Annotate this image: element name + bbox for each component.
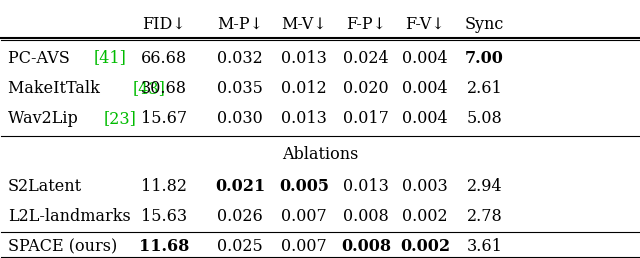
- Text: 5.08: 5.08: [467, 110, 502, 127]
- Text: 0.030: 0.030: [218, 110, 263, 127]
- Text: PC-AVS: PC-AVS: [8, 50, 75, 67]
- Text: [43]: [43]: [132, 80, 165, 97]
- Text: 0.002: 0.002: [403, 208, 448, 225]
- Text: S2Latent: S2Latent: [8, 178, 82, 195]
- Text: M-P↓: M-P↓: [218, 15, 263, 33]
- Text: 0.024: 0.024: [343, 50, 388, 67]
- Text: 7.00: 7.00: [465, 50, 504, 67]
- Text: 2.94: 2.94: [467, 178, 502, 195]
- Text: [23]: [23]: [104, 110, 137, 127]
- Text: SPACE (ours): SPACE (ours): [8, 238, 117, 255]
- Text: 0.004: 0.004: [403, 50, 448, 67]
- Text: F-P↓: F-P↓: [346, 15, 386, 33]
- Text: 30.68: 30.68: [141, 80, 187, 97]
- Text: 0.013: 0.013: [281, 110, 327, 127]
- Text: 0.020: 0.020: [343, 80, 388, 97]
- Text: 0.026: 0.026: [218, 208, 263, 225]
- Text: 0.025: 0.025: [218, 238, 263, 255]
- Text: 0.007: 0.007: [281, 238, 327, 255]
- Text: L2L-landmarks: L2L-landmarks: [8, 208, 131, 225]
- Text: 2.78: 2.78: [467, 208, 502, 225]
- Text: 0.005: 0.005: [279, 178, 329, 195]
- Text: 0.007: 0.007: [281, 208, 327, 225]
- Text: 11.82: 11.82: [141, 178, 187, 195]
- Text: FID↓: FID↓: [142, 15, 186, 33]
- Text: 0.035: 0.035: [218, 80, 263, 97]
- Text: 0.004: 0.004: [403, 80, 448, 97]
- Text: 0.013: 0.013: [281, 50, 327, 67]
- Text: 0.012: 0.012: [281, 80, 327, 97]
- Text: 66.68: 66.68: [141, 50, 187, 67]
- Text: Ablations: Ablations: [282, 147, 358, 163]
- Text: 0.008: 0.008: [343, 208, 388, 225]
- Text: 15.67: 15.67: [141, 110, 187, 127]
- Text: 0.013: 0.013: [343, 178, 389, 195]
- Text: 3.61: 3.61: [467, 238, 502, 255]
- Text: 0.003: 0.003: [403, 178, 448, 195]
- Text: Sync: Sync: [465, 15, 504, 33]
- Text: 0.004: 0.004: [403, 110, 448, 127]
- Text: F-V↓: F-V↓: [405, 15, 445, 33]
- Text: 0.008: 0.008: [341, 238, 391, 255]
- Text: M-V↓: M-V↓: [281, 15, 327, 33]
- Text: 0.032: 0.032: [218, 50, 263, 67]
- Text: 0.002: 0.002: [400, 238, 450, 255]
- Text: 15.63: 15.63: [141, 208, 187, 225]
- Text: 11.68: 11.68: [139, 238, 189, 255]
- Text: Wav2Lip: Wav2Lip: [8, 110, 83, 127]
- Text: MakeItTalk: MakeItTalk: [8, 80, 105, 97]
- Text: [41]: [41]: [93, 50, 127, 67]
- Text: 0.021: 0.021: [215, 178, 266, 195]
- Text: 2.61: 2.61: [467, 80, 502, 97]
- Text: 0.017: 0.017: [343, 110, 389, 127]
